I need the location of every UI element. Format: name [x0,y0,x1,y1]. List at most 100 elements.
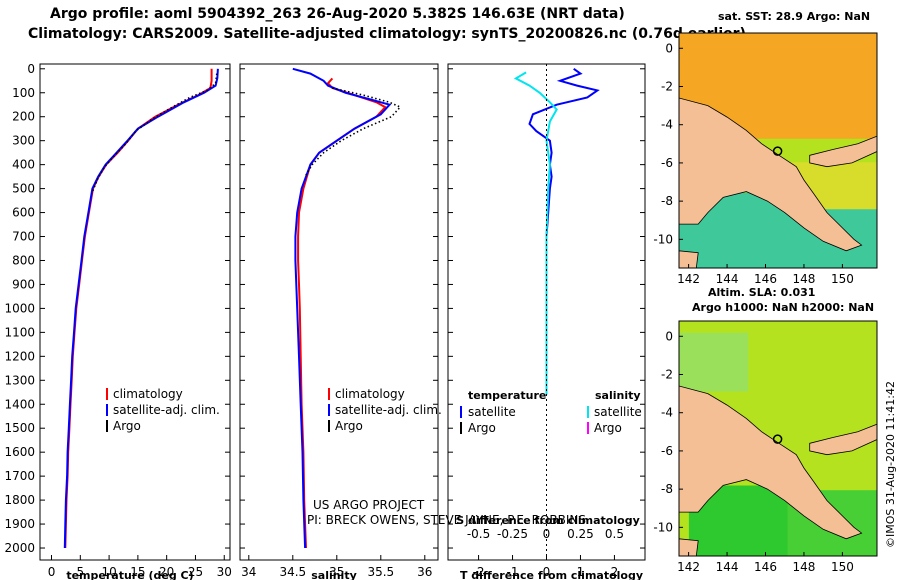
legend-label-sal: satellite-adj. clim. [335,403,442,417]
series-line-temperature-2 [91,73,218,194]
xtick-label-temperature: 15 [130,565,145,579]
map-lat-label: 0 [665,41,673,55]
map-lat-label: -4 [661,118,673,132]
xtick-label-difference: 2 [611,565,619,579]
legend-label-diff-t: Argo [468,421,496,435]
sla-map-title-1: Altim. SLA: 0.031 [708,286,816,299]
ytick-label: 1600 [4,445,35,459]
xtick-label-difference: 0 [543,565,551,579]
legend-label-diff-s: Argo [594,421,622,435]
xtick-label-temperature: 30 [217,565,232,579]
series-line-temperature-0 [64,68,213,549]
xtick-label-salinity: 36 [417,565,432,579]
xtick-s-label: -0.25 [497,527,528,541]
legend-label-diff-t: satellite [468,405,516,419]
map-frame-0 [678,32,878,269]
xtick-label-difference: 1 [577,565,585,579]
series-line-salinity-0 [297,77,387,549]
ytick-label: 500 [12,182,35,196]
ytick-label: 1800 [4,493,35,507]
ytick-label: 700 [12,230,35,244]
map-layer-1 [679,321,877,556]
map-1 [678,320,878,557]
xtick-s-label: -0.5 [467,527,490,541]
xtick-label-temperature: 20 [159,565,174,579]
map-lat-label: -2 [661,79,673,93]
argo-position-marker [772,434,783,444]
legend-label-temp: climatology [113,387,183,401]
land-new-guinea [679,385,863,540]
series-line-temperature-1 [63,68,219,549]
legend-label-sal: Argo [335,419,363,433]
legend-label-temp: Argo [113,419,141,433]
project-credit: US ARGO PROJECT [313,498,425,512]
map-lon-label: 144 [716,560,739,574]
map-lon-label: 142 [677,272,700,286]
xtick-label-temperature: 0 [48,565,56,579]
ytick-label: 600 [12,206,35,220]
ytick-label: 1300 [4,373,35,387]
map-lat-label: -10 [653,520,673,534]
panel-frame-temperature [39,63,231,561]
map-lat-label: 0 [665,329,673,343]
ytick-label: 1200 [4,349,35,363]
ytick-label: 900 [12,277,35,291]
xtick-label-difference: -2 [473,565,485,579]
legend-title-temperature: temperature [468,389,546,402]
land-new-britain [809,135,877,168]
ytick-label: 1900 [4,517,35,531]
ytick-label: 1000 [4,301,35,315]
series-line-difference-0 [528,67,600,261]
legend-title-salinity: salinity [595,389,641,402]
xtick-s-label: 0 [543,527,551,541]
land-new-guinea [679,97,863,252]
plot-title-line1: Argo profile: aoml 5904392_263 26-Aug-20… [50,6,625,22]
map-lon-label: 148 [792,272,815,286]
map-layer-0 [679,33,877,268]
map-lat-label: -6 [661,156,673,170]
map-lat-label: -6 [661,444,673,458]
ytick-label: 300 [12,134,35,148]
sla-patch-1 [679,332,749,392]
map-lat-label: -10 [653,232,673,246]
ytick-label: 1700 [4,469,35,483]
ytick-label: 1400 [4,397,35,411]
map-frame-1 [678,320,878,557]
ytick-label: 400 [12,158,35,172]
map-lon-label: 144 [716,272,739,286]
series-line-salinity-1 [292,67,392,549]
panel-frame-salinity [239,63,439,561]
sst-map-title: sat. SST: 28.9 Argo: NaN [718,10,871,23]
map-lat-label: -8 [661,194,673,208]
land-new-britain [809,423,877,456]
sla-map-title-2: Argo h1000: NaN h2000: NaN [692,301,875,314]
xlabel-s-difference: S difference from climatology [456,514,640,527]
map-lon-label: 148 [792,560,815,574]
ytick-label: 1100 [4,325,35,339]
ytick-label: 800 [12,253,35,267]
legend-label-sal: climatology [335,387,405,401]
series-line-salinity-2 [304,87,402,178]
map-lon-label: 150 [831,272,854,286]
xtick-label-temperature: 5 [76,565,84,579]
map-lat-label: -2 [661,367,673,381]
xtick-label-difference: -1 [507,565,519,579]
map-lon-label: 150 [831,560,854,574]
ytick-label: 200 [12,110,35,124]
plot-title-line2: Climatology: CARS2009. Satellite-adjuste… [28,26,746,42]
argo-position-marker [772,146,783,156]
pi-credit: PI: BRECK OWENS, STEVE JAYNE, P.E. ROBBI… [307,513,586,527]
ytick-label: 2000 [4,541,35,555]
ytick-label: 100 [12,86,35,100]
xtick-label-temperature: 25 [188,565,203,579]
xtick-label-salinity: 34.5 [279,565,306,579]
xlabel-salinity: salinity [311,569,357,580]
map-lon-label: 142 [677,560,700,574]
series-line-difference-1 [513,71,558,395]
map-lon-label: 146 [754,560,777,574]
map-lat-label: -8 [661,482,673,496]
xlabel-temperature: temperature (deg C) [66,569,193,580]
xtick-label-salinity: 35.5 [367,565,394,579]
land-cape-york [679,250,699,268]
